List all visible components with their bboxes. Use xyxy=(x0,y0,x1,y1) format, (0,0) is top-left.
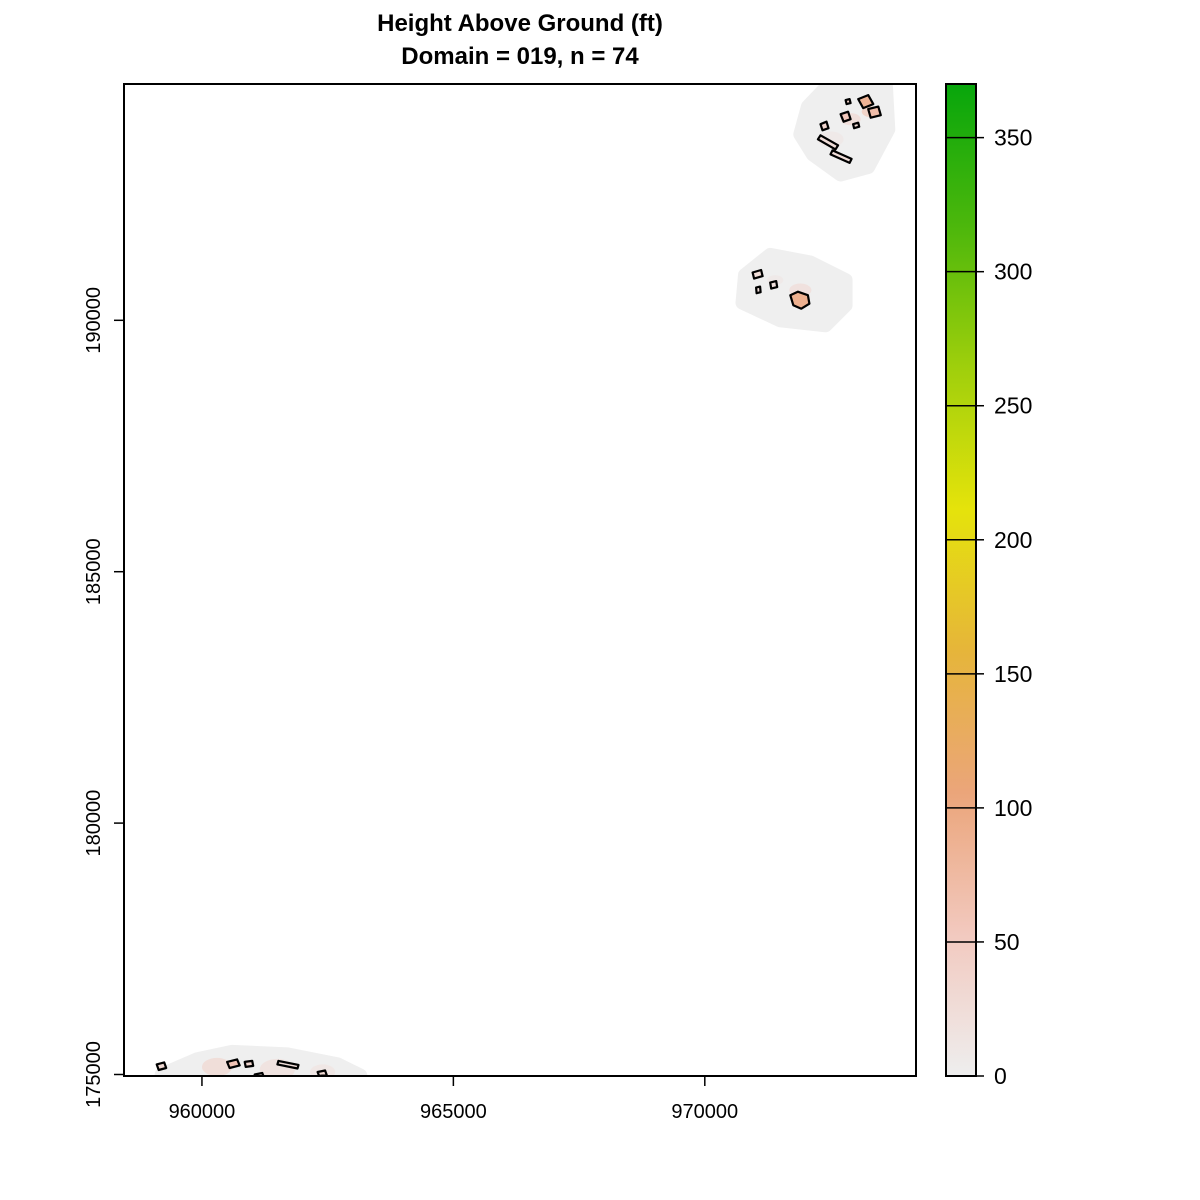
x-tick-label: 970000 xyxy=(671,1101,738,1123)
building-footprint xyxy=(851,121,861,130)
building-footprint xyxy=(857,93,875,110)
y-axis: 175000 180000 185000 190000 xyxy=(83,287,125,1108)
building-footprint xyxy=(276,1059,300,1070)
x-tick-label: 960000 xyxy=(169,1101,236,1123)
building-footprint xyxy=(226,1058,241,1070)
cluster-northeast xyxy=(793,84,896,182)
building-footprint xyxy=(751,268,764,280)
building-footprint xyxy=(754,285,762,295)
colorbar-tick-label: 0 xyxy=(994,1063,1007,1089)
x-tick-label: 965000 xyxy=(420,1101,487,1123)
building-footprint xyxy=(769,280,779,290)
building-footprint xyxy=(816,134,840,151)
colorbar-frame xyxy=(945,83,977,1077)
y-tick-label: 185000 xyxy=(83,538,105,605)
height-patch xyxy=(201,1057,233,1076)
plot-area xyxy=(154,84,896,1076)
chart-title: Height Above Ground (ft) xyxy=(377,10,663,37)
colorbar-tick-label: 350 xyxy=(994,125,1032,151)
colorbar-tick-label: 250 xyxy=(994,393,1032,419)
plot-frame xyxy=(123,83,917,1077)
building-footprint xyxy=(829,149,853,164)
cluster-central-east xyxy=(735,247,853,333)
colorbar-tick-label: 150 xyxy=(994,661,1032,687)
building-footprint xyxy=(844,97,852,106)
building-footprint xyxy=(243,1059,255,1069)
y-tick-label: 190000 xyxy=(83,287,105,354)
colorbar-tick-label: 50 xyxy=(994,929,1020,955)
y-tick-label: 180000 xyxy=(83,790,105,857)
colorbar-tick-label: 200 xyxy=(994,527,1032,553)
y-tick-label: 175000 xyxy=(83,1041,105,1108)
colorbar-ramp xyxy=(946,84,976,1076)
chart-subtitle: Domain = 019, n = 74 xyxy=(401,43,639,70)
building-footprint xyxy=(839,110,852,123)
building-footprint xyxy=(155,1061,168,1072)
building-footprint xyxy=(789,290,811,310)
colorbar-tick-label: 100 xyxy=(994,795,1032,821)
cluster-southwest xyxy=(154,1044,368,1076)
building-footprint xyxy=(819,120,830,132)
colorbar-tick-label: 300 xyxy=(994,259,1032,285)
colorbar-legend: 0 50 100 150 200 250 300 350 xyxy=(945,83,1032,1089)
x-axis: 960000 965000 970000 xyxy=(169,1075,738,1123)
building-footprint xyxy=(867,105,882,119)
